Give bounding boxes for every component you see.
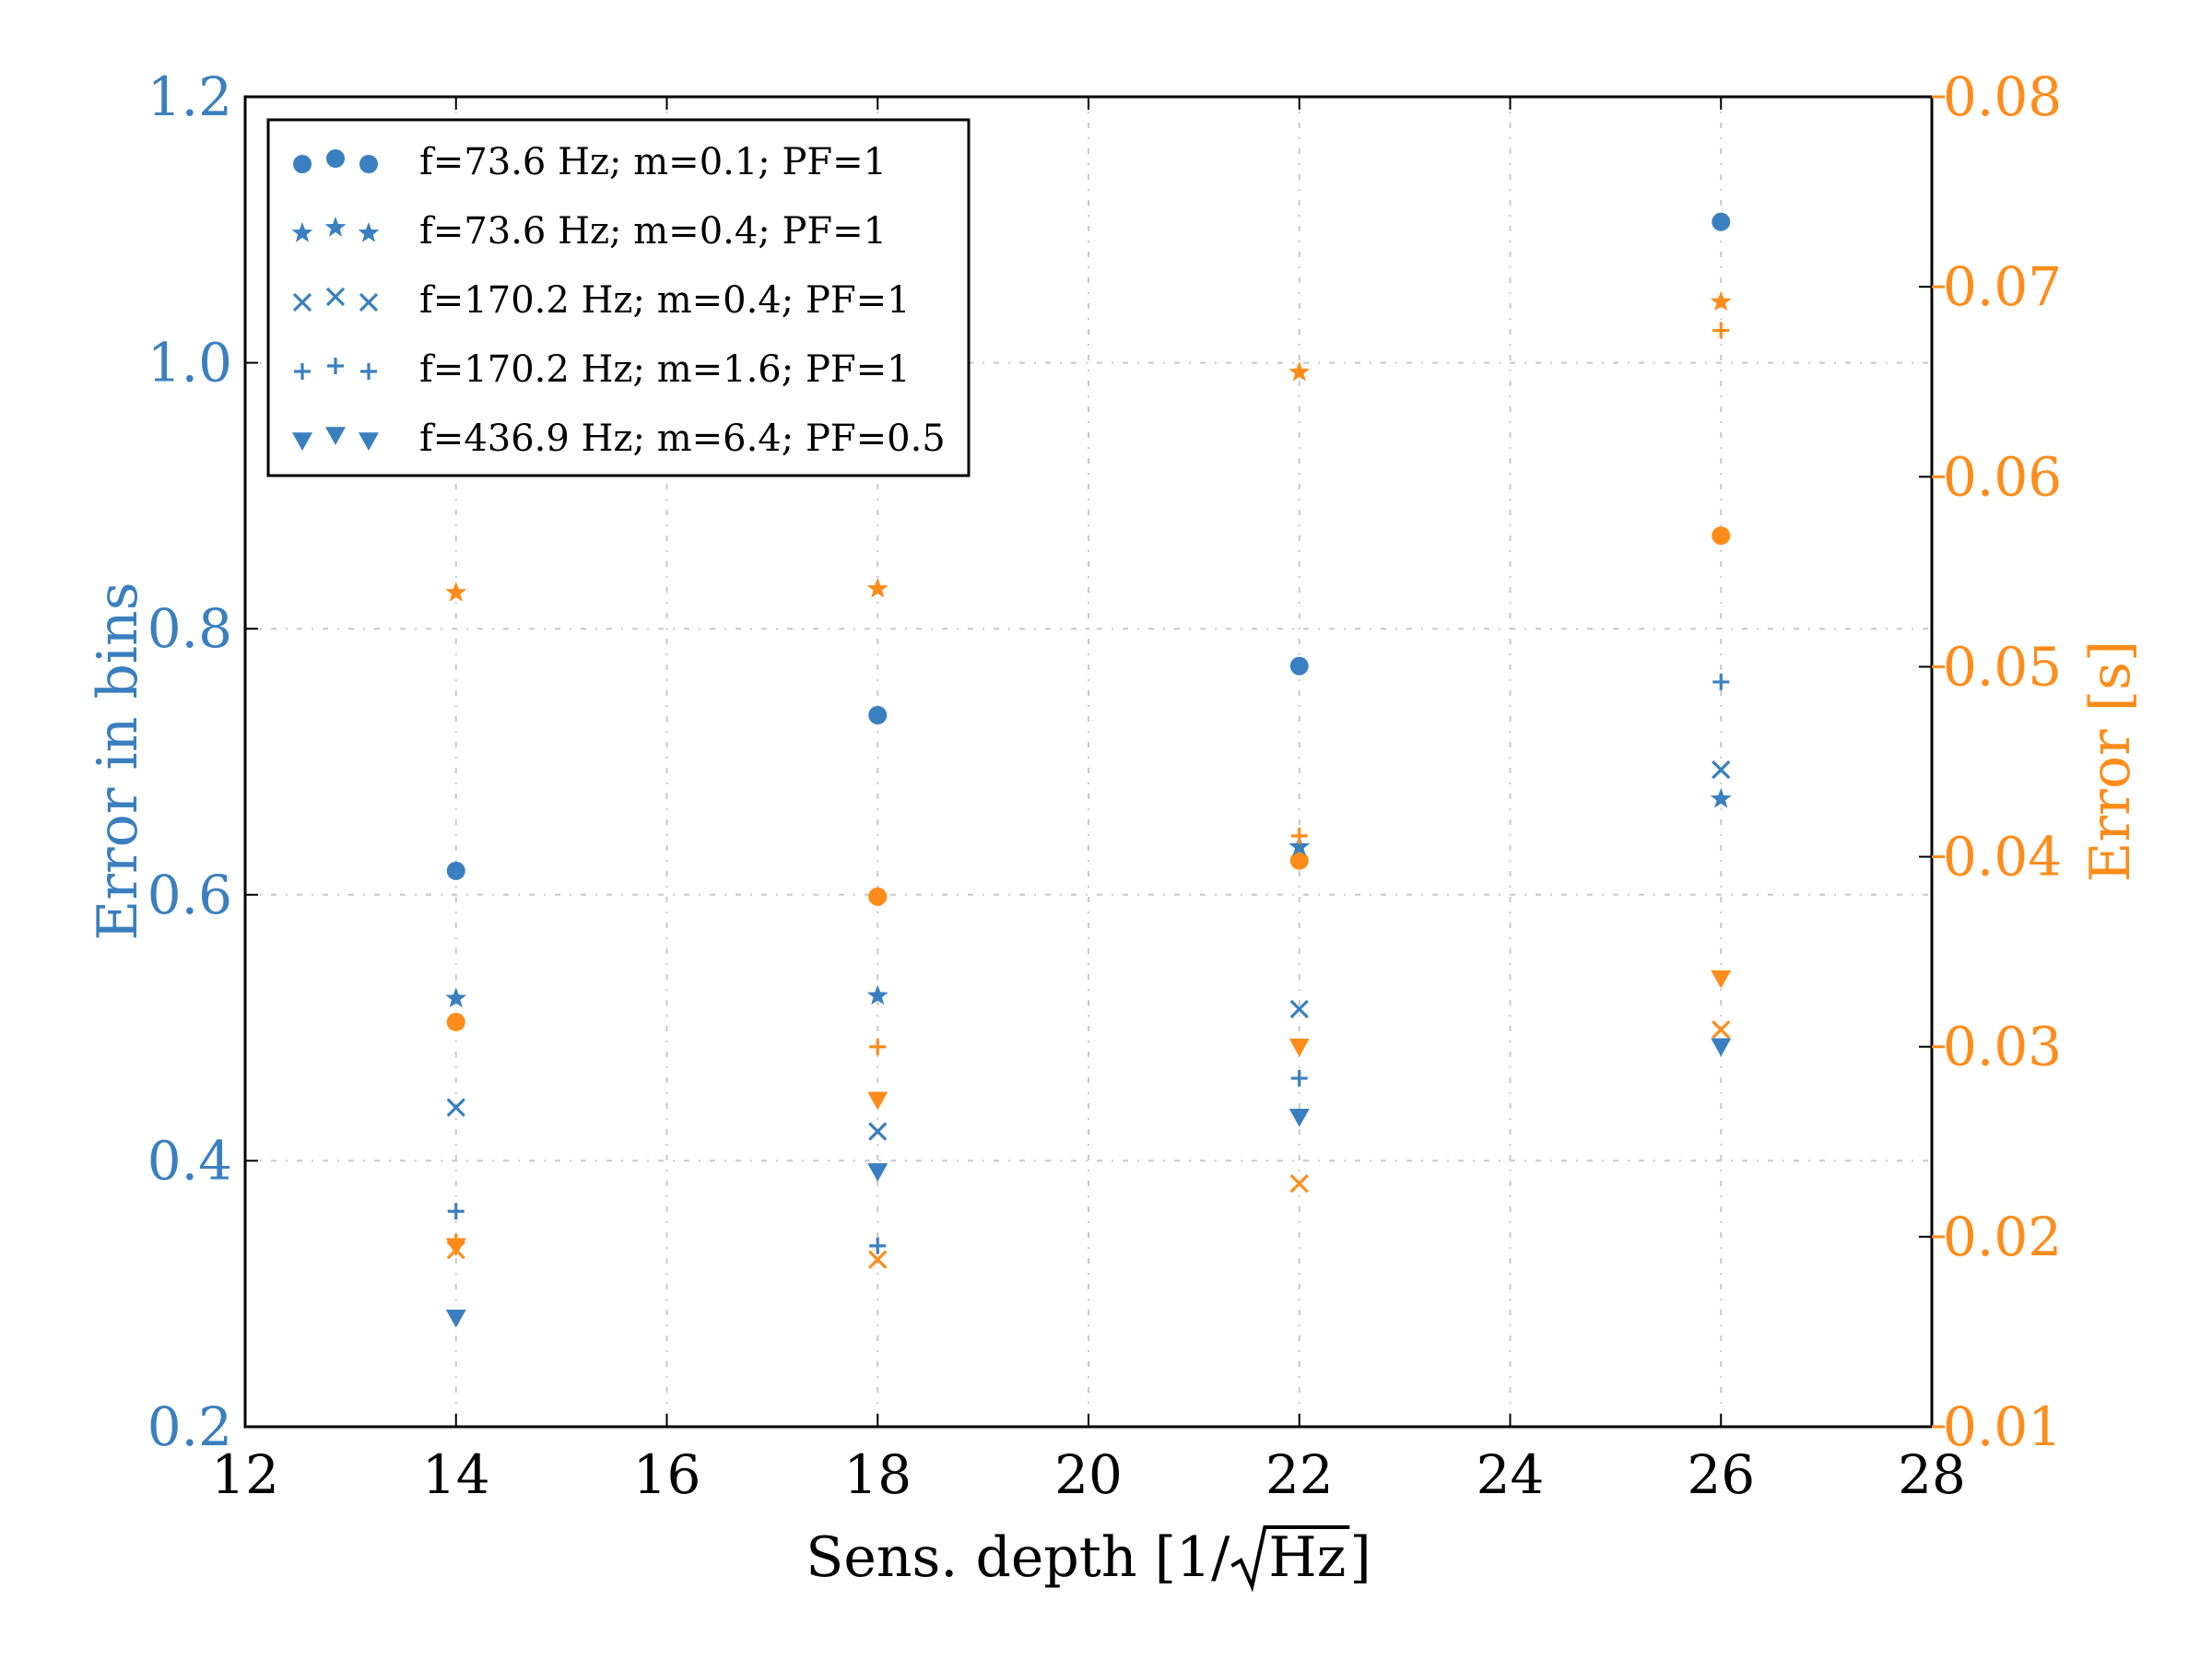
legend-marker [359,432,379,451]
point-right-series-1 [445,582,467,602]
point-left-series-0 [1289,656,1309,676]
legend-marker [292,292,312,312]
y-axis-left-title: Error in bins [86,582,150,941]
legend-marker [325,427,346,445]
point-left-series-2 [446,1098,465,1117]
point-right-series-3 [869,1038,887,1055]
y-left-tick-label: 0.6 [147,864,232,926]
point-left-series-0 [446,861,465,880]
legend-marker [358,222,380,242]
point-left-series-1 [1288,835,1311,856]
point-left-series-0 [1712,212,1731,231]
legend-marker [360,363,377,380]
legend-marker [292,432,312,451]
y-right-tick-label: 0.07 [1943,255,2062,318]
point-left-series-4 [445,1309,466,1328]
x-tick-label: 16 [633,1443,701,1506]
y-right-tick-label: 0.03 [1943,1016,2062,1078]
legend-label: f=436.9 Hz; m=6.4; PF=0.5 [419,418,946,460]
point-left-series-4 [1288,1108,1310,1127]
legend-label: f=73.6 Hz; m=0.1; PF=1 [419,141,887,183]
legend-marker [359,292,379,312]
y-left-tick-label: 0.2 [147,1395,232,1458]
x-tick-label: 12 [211,1443,279,1506]
point-left-series-4 [1711,1038,1732,1057]
point-right-series-1 [1710,290,1732,312]
point-left-series-3 [447,1203,465,1220]
legend-marker [293,155,312,173]
sqrt-symbol [1230,1525,1350,1593]
point-left-series-3 [1290,1069,1308,1087]
y-right-tick-label: 0.05 [1943,635,2062,698]
legend-marker [325,287,346,307]
y-left-tick-label: 1.2 [147,65,232,128]
x-tick-label: 24 [1477,1443,1545,1506]
point-right-series-1 [866,577,888,598]
point-right-series-1 [1288,360,1311,382]
point-left-series-3 [1712,673,1730,690]
x-axis-title-end: ] [1349,1525,1371,1590]
point-left-series-1 [1710,787,1732,808]
point-right-series-0 [446,1012,465,1031]
y-left-tick-label: 1.0 [147,332,232,394]
y-axis-right-title: Error [s] [2078,641,2143,883]
point-right-series-3 [1290,827,1308,844]
legend-marker [327,358,344,374]
legend-marker [359,155,378,173]
y-right-tick-label: 0.08 [1943,65,2062,128]
point-right-series-4 [1711,970,1732,989]
x-tick-label: 22 [1265,1443,1334,1506]
y-right-tick-label: 0.01 [1943,1395,2062,1458]
y-right-tick-label: 0.06 [1943,445,2062,508]
point-left-series-3 [869,1237,887,1254]
point-right-series-2 [1712,1020,1731,1040]
point-left-series-0 [868,705,888,724]
x-axis-title-main: Sens. depth [1/ [806,1525,1230,1590]
legend-frame [266,118,971,477]
legend: f=73.6 Hz; m=0.1; PF=1 f=73.6 Hz; m=0.4; … [266,118,971,477]
data-marks [445,212,1732,1328]
y-right-tick-label: 0.04 [1943,826,2062,888]
y-left-tick-label: 0.4 [147,1129,232,1192]
legend-label: f=170.2 Hz; m=1.6; PF=1 [419,348,911,391]
point-right-series-4 [1288,1038,1310,1057]
point-left-series-2 [1712,760,1731,780]
legend-marker [291,222,313,242]
point-right-series-2 [868,1250,888,1269]
x-axis-title: Sens. depth [1/Hz] [806,1525,1371,1590]
point-left-series-1 [445,987,467,1008]
legend-marker [294,363,311,380]
point-right-series-0 [868,887,888,906]
legend-label: f=170.2 Hz; m=0.4; PF=1 [419,279,911,322]
point-right-series-4 [445,1238,466,1257]
point-left-series-2 [1289,999,1309,1019]
point-right-series-4 [867,1091,888,1111]
x-tick-label: 28 [1898,1443,1966,1506]
legend-label: f=73.6 Hz; m=0.4; PF=1 [419,210,887,253]
x-axis-title-radicand: Hz [1268,1525,1346,1590]
axis-ticks: 12 14 16 18 20 22 24 26 28 0.2 0.4 0.6 0.8 1.0 1.2 0.01… [147,65,2062,1506]
point-right-series-0 [1712,526,1731,546]
legend-marker [324,217,347,237]
point-right-series-3 [1712,322,1730,339]
point-right-series-2 [1289,1174,1309,1194]
point-left-series-1 [866,984,888,1006]
x-tick-label: 18 [843,1443,912,1506]
point-left-series-2 [868,1122,888,1141]
x-tick-label: 14 [422,1443,490,1506]
y-left-tick-label: 0.8 [147,597,232,660]
x-tick-label: 20 [1054,1443,1123,1506]
legend-marker [326,149,345,168]
point-left-series-4 [867,1163,888,1182]
point-right-series-0 [1289,851,1309,870]
x-tick-label: 26 [1687,1443,1755,1506]
y-right-tick-label: 0.02 [1943,1206,2062,1268]
